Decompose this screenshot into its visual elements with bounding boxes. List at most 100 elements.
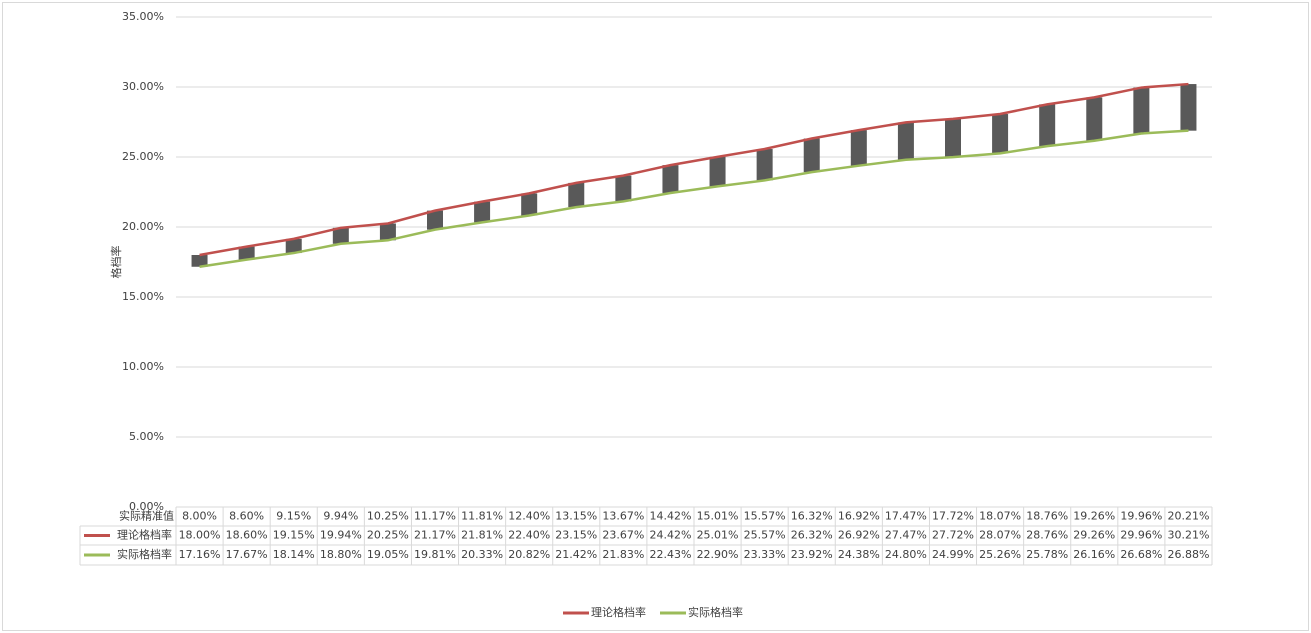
x-tick-label: 8.00% — [182, 510, 217, 523]
up-down-bar — [897, 122, 914, 160]
table-value: 26.92% — [838, 529, 880, 542]
table-value: 20.25% — [367, 529, 409, 542]
series-line — [199, 129, 1189, 268]
up-down-bar — [521, 193, 538, 216]
table-value: 26.68% — [1120, 548, 1162, 561]
table-value: 26.88% — [1167, 548, 1209, 561]
table-value: 25.57% — [744, 529, 786, 542]
table-value: 24.99% — [932, 548, 974, 561]
x-tick-label: 11.81% — [461, 510, 503, 523]
table-value: 20.82% — [508, 548, 550, 561]
table-value: 18.14% — [273, 548, 315, 561]
y-tick-label: 25.00% — [122, 150, 164, 163]
table-value: 29.96% — [1120, 529, 1162, 542]
table-value: 24.80% — [885, 548, 927, 561]
up-down-bar — [945, 118, 961, 158]
up-down-bar — [568, 182, 585, 208]
table-series-name: 实际格档率 — [117, 547, 172, 561]
table-value: 19.15% — [273, 529, 315, 542]
y-tick-label: 15.00% — [122, 290, 164, 303]
up-down-bar — [1133, 87, 1150, 134]
x-tick-label: 10.25% — [367, 510, 409, 523]
up-down-bar — [756, 149, 773, 181]
y-tick-label: 0.00% — [129, 500, 164, 513]
x-tick-label: 13.15% — [555, 510, 597, 523]
up-down-bar — [1039, 104, 1056, 147]
x-tick-label: 19.26% — [1073, 510, 1115, 523]
table-value: 27.72% — [932, 529, 974, 542]
x-tick-label: 15.57% — [744, 510, 786, 523]
up-down-bar — [1180, 84, 1197, 131]
x-axis-title: 实际精准值 — [119, 509, 174, 523]
table-value: 28.07% — [979, 529, 1021, 542]
x-tick-label: 20.21% — [1167, 510, 1209, 523]
up-down-bar — [615, 175, 632, 202]
table-value: 23.92% — [791, 548, 833, 561]
table-value: 17.16% — [179, 548, 221, 561]
table-value: 21.81% — [461, 529, 503, 542]
x-tick-label: 16.32% — [791, 510, 833, 523]
up-down-bar — [992, 114, 1009, 154]
x-tick-label: 17.72% — [932, 510, 974, 523]
up-down-bar — [850, 130, 867, 166]
y-axis-title: 格档率 — [109, 246, 123, 279]
table-value: 19.81% — [414, 548, 456, 561]
up-down-bar — [285, 238, 302, 254]
x-tick-label: 8.60% — [229, 510, 264, 523]
series-line — [199, 82, 1189, 257]
x-tick-label: 9.94% — [323, 510, 358, 523]
table-value: 25.01% — [697, 529, 739, 542]
x-tick-label: 16.92% — [838, 510, 880, 523]
table-value: 30.21% — [1167, 529, 1209, 542]
x-tick-label: 13.67% — [602, 510, 644, 523]
table-value: 26.16% — [1073, 548, 1115, 561]
table-value: 18.00% — [179, 529, 221, 542]
up-down-bar — [379, 223, 396, 241]
table-value: 18.80% — [320, 548, 362, 561]
table-value: 25.78% — [1026, 548, 1068, 561]
y-tick-label: 20.00% — [122, 220, 164, 233]
up-down-bar — [427, 210, 443, 230]
y-tick-label: 5.00% — [129, 430, 164, 443]
legend-label: 理论格档率 — [591, 605, 646, 619]
table-value: 23.15% — [555, 529, 597, 542]
table-value: 22.43% — [649, 548, 691, 561]
table-series-name: 理论格档率 — [117, 528, 172, 542]
up-down-bar — [474, 201, 491, 223]
legend-label: 实际格档率 — [688, 605, 743, 619]
table-value: 24.38% — [838, 548, 880, 561]
table-value: 21.83% — [602, 548, 644, 561]
x-tick-label: 11.17% — [414, 510, 456, 523]
x-tick-label: 14.42% — [649, 510, 691, 523]
x-tick-label: 9.15% — [276, 510, 311, 523]
table-value: 29.26% — [1073, 529, 1115, 542]
x-tick-label: 17.47% — [885, 510, 927, 523]
up-down-bar — [238, 246, 255, 260]
y-tick-label: 10.00% — [122, 360, 164, 373]
up-down-bar — [191, 255, 208, 267]
table-value: 27.47% — [885, 529, 927, 542]
x-tick-label: 12.40% — [508, 510, 550, 523]
table-value: 17.67% — [226, 548, 268, 561]
up-down-bar — [803, 138, 820, 173]
table-value: 28.76% — [1026, 529, 1068, 542]
up-down-bar — [662, 165, 679, 193]
x-tick-label: 19.96% — [1120, 510, 1162, 523]
x-tick-label: 18.07% — [979, 510, 1021, 523]
table-value: 23.67% — [602, 529, 644, 542]
y-tick-label: 30.00% — [122, 80, 164, 93]
table-value: 22.40% — [508, 529, 550, 542]
table-value: 21.17% — [414, 529, 456, 542]
table-value: 19.94% — [320, 529, 362, 542]
x-tick-label: 18.76% — [1026, 510, 1068, 523]
table-value: 23.33% — [744, 548, 786, 561]
table-value: 25.26% — [979, 548, 1021, 561]
up-down-bar — [709, 156, 726, 187]
table-value: 19.05% — [367, 548, 409, 561]
table-value: 18.60% — [226, 529, 268, 542]
up-down-bar — [332, 227, 349, 244]
up-down-bar — [1086, 97, 1103, 141]
table-value: 21.42% — [555, 548, 597, 561]
table-value: 24.42% — [649, 529, 691, 542]
